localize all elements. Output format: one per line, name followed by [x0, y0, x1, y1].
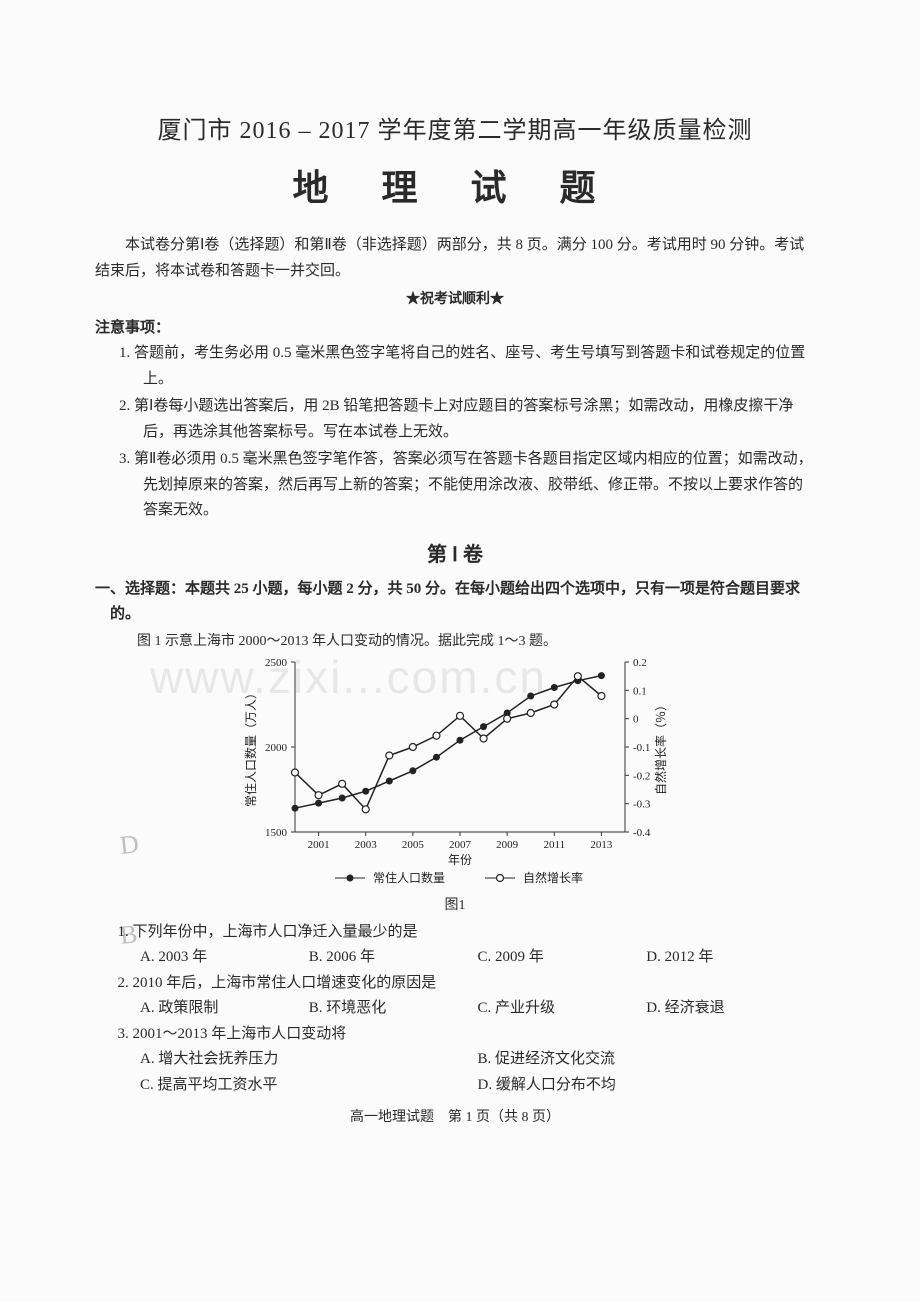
option: D. 2012 年	[646, 945, 815, 971]
question-stem: 1. 下列年份中，上海市人口净迁入量最少的是	[95, 920, 815, 946]
exam-header-line2: 地 理 试 题	[95, 159, 815, 211]
svg-text:0.1: 0.1	[633, 685, 647, 697]
figure-intro: 图 1 示意上海市 2000～2013 年人口变动的情况。据此完成 1～3 题。	[95, 630, 815, 650]
option: A. 2003 年	[140, 945, 309, 971]
option: C. 提高平均工资水平	[140, 1073, 478, 1099]
svg-text:2011: 2011	[543, 839, 565, 851]
question-stem: 3. 2001～2013 年上海市人口变动将	[95, 1022, 815, 1048]
notice-1: 1. 答题前，考生务必用 0.5 毫米黑色签字笔将自己的姓名、座号、考生号填写到…	[95, 341, 815, 392]
svg-text:2500: 2500	[265, 657, 288, 669]
option: B. 2006 年	[309, 945, 478, 971]
svg-text:-0.4: -0.4	[633, 827, 651, 839]
svg-text:常住人口数量（万人）: 常住人口数量（万人）	[243, 686, 258, 806]
question-options: A. 增大社会抚养压力B. 促进经济文化交流C. 提高平均工资水平D. 缓解人口…	[95, 1047, 815, 1098]
svg-text:年份: 年份	[448, 853, 472, 867]
option: A. 增大社会抚养压力	[140, 1047, 478, 1073]
option: A. 政策限制	[140, 996, 309, 1022]
questions-block: 1. 下列年份中，上海市人口净迁入量最少的是A. 2003 年B. 2006 年…	[95, 920, 815, 1099]
figure-1-chart: 1500 2000 2500 -0.4 -0.3 -0.2 -0.1 0 0.1 0.2 2001 2…	[95, 652, 815, 892]
svg-text:-0.1: -0.1	[633, 742, 650, 754]
option: D. 经济衰退	[646, 996, 815, 1022]
svg-text:0: 0	[633, 713, 639, 725]
question-options: A. 政策限制B. 环境恶化C. 产业升级D. 经济衰退	[95, 996, 815, 1022]
svg-text:2009: 2009	[496, 839, 518, 851]
option: C. 产业升级	[478, 996, 647, 1022]
good-luck-line: ★祝考试顺利★	[95, 288, 815, 308]
exam-header-line1: 厦门市 2016 – 2017 学年度第二学期高一年级质量检测	[95, 110, 815, 145]
option: B. 促进经济文化交流	[478, 1047, 816, 1073]
exam-intro: 本试卷分第Ⅰ卷（选择题）和第Ⅱ卷（非选择题）两部分，共 8 页。满分 100 分…	[95, 233, 815, 284]
svg-text:-0.2: -0.2	[633, 770, 650, 782]
svg-text:常住人口数量: 常住人口数量	[373, 870, 445, 885]
svg-text:自然增长率: 自然增长率	[523, 870, 583, 885]
page-footer: 高一地理试题 第 1 页（共 8 页）	[95, 1106, 815, 1126]
part1-heading: 第 Ⅰ 卷	[95, 538, 815, 567]
notice-title: 注意事项：	[95, 316, 815, 337]
svg-text:2007: 2007	[449, 839, 472, 851]
page: www.zixi...com.cn D B 厦门市 2016 – 2017 学年…	[0, 0, 920, 1302]
svg-text:自然增长率（％）: 自然增长率（％）	[653, 698, 668, 794]
chart-svg: 1500 2000 2500 -0.4 -0.3 -0.2 -0.1 0 0.1 0.2 2001 2…	[235, 652, 675, 892]
svg-text:0.2: 0.2	[633, 657, 647, 669]
question-stem: 2. 2010 年后，上海市常住人口增速变化的原因是	[95, 971, 815, 997]
option: D. 缓解人口分布不均	[478, 1073, 816, 1099]
notice-2: 2. 第Ⅰ卷每小题选出答案后，用 2B 铅笔把答题卡上对应题目的答案标号涂黑；如…	[95, 394, 815, 445]
svg-text:2003: 2003	[355, 839, 378, 851]
svg-text:1500: 1500	[265, 827, 288, 839]
figure-1-label: 图1	[95, 894, 815, 914]
exam-sheet: 厦门市 2016 – 2017 学年度第二学期高一年级质量检测 地 理 试 题 …	[95, 110, 815, 1126]
svg-text:-0.3: -0.3	[633, 798, 651, 810]
section1-title: 一、选择题：本题共 25 小题，每小题 2 分，共 50 分。在每小题给出四个选…	[95, 577, 815, 628]
svg-text:2000: 2000	[265, 742, 288, 754]
option: C. 2009 年	[478, 945, 647, 971]
notice-3: 3. 第Ⅱ卷必须用 0.5 毫米黑色签字笔作答，答案必须写在答题卡各题目指定区域…	[95, 447, 815, 524]
question-options: A. 2003 年B. 2006 年C. 2009 年D. 2012 年	[95, 945, 815, 971]
svg-text:2001: 2001	[308, 839, 330, 851]
svg-text:2013: 2013	[590, 839, 613, 851]
svg-text:2005: 2005	[402, 839, 425, 851]
option: B. 环境恶化	[309, 996, 478, 1022]
